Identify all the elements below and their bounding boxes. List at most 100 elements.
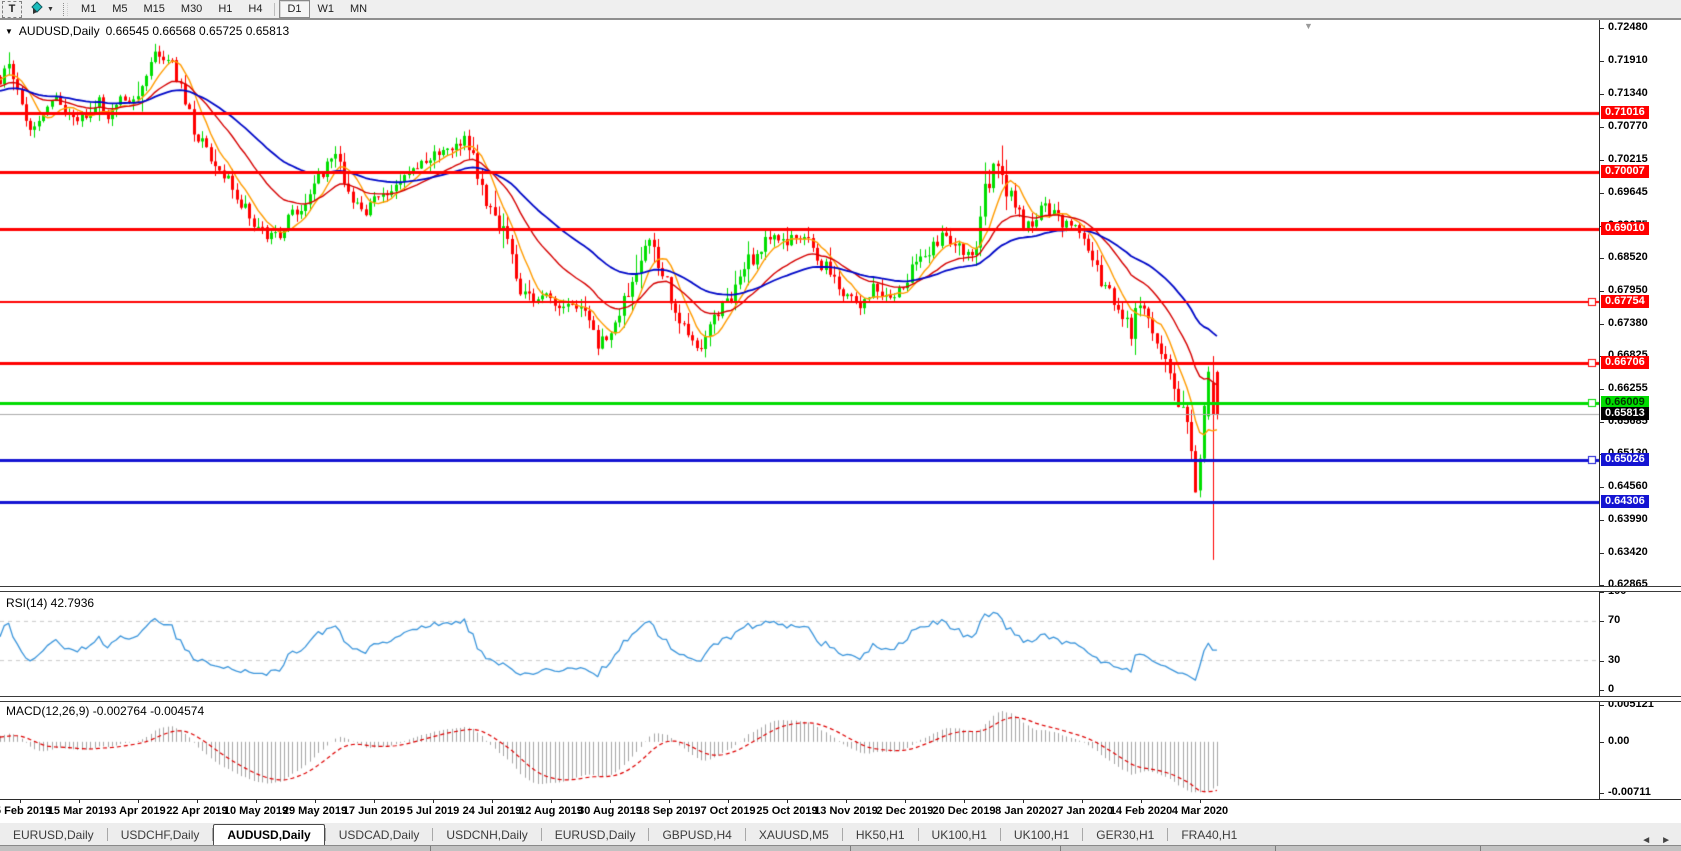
chart-tab-bar: EURUSD,Daily USDCHF,Daily AUDUSD,Daily USDC…	[0, 822, 1681, 846]
macd-indicator-label: MACD(12,26,9) -0.002764 -0.004574	[6, 704, 205, 718]
tab-scroll-arrows: ◄ ►	[1631, 835, 1681, 846]
date-tick	[1141, 800, 1142, 803]
price-line-badge[interactable]: 0.69010	[1601, 222, 1649, 235]
chart-canvas[interactable]	[0, 18, 1599, 822]
date-label: 7 Oct 2019	[700, 805, 756, 817]
rsi-tick-label: 70	[1608, 614, 1621, 626]
price-tick-label: 0.63990	[1608, 513, 1648, 525]
tab-scroll-right-icon[interactable]: ►	[1661, 835, 1671, 846]
price-line-badge[interactable]: 0.67754	[1601, 295, 1649, 308]
pane-separator-macd[interactable]	[0, 696, 1681, 702]
tab-separator	[744, 828, 746, 841]
price-tick-label: 0.67380	[1608, 317, 1648, 329]
price-line-badge[interactable]: 0.66706	[1601, 356, 1649, 369]
status-bar-separator	[1480, 846, 1481, 851]
price-line-badge[interactable]: 0.70007	[1601, 165, 1649, 178]
date-label: 25 Oct 2019	[756, 805, 818, 817]
rsi-tick-dash	[1600, 621, 1604, 622]
chart-tab-usdchf-daily[interactable]: USDCHF,Daily	[120, 828, 200, 842]
date-tick	[138, 800, 139, 803]
chart-menu-triangle-icon[interactable]: ▼	[5, 26, 13, 36]
chart-tab-hk50-h1[interactable]: HK50,H1	[855, 828, 905, 842]
timeframe-button-m15[interactable]: M15	[143, 3, 165, 15]
chart-tab-fra40-h1[interactable]: FRA40,H1	[1181, 828, 1238, 842]
text-tool-button[interactable]: T	[2, 0, 22, 18]
date-tick	[787, 800, 788, 803]
price-line-badge[interactable]: 0.64306	[1601, 495, 1649, 508]
chart-tab-usdcad-daily[interactable]: USDCAD,Daily	[338, 828, 420, 842]
tab-separator	[324, 828, 326, 841]
date-label: 14 Feb 2020	[1109, 805, 1173, 817]
toolbar-grip[interactable]	[62, 2, 68, 16]
chart-shift-marker-icon[interactable]: ▼	[1304, 21, 1313, 31]
date-tick	[728, 800, 729, 803]
chart-tab-uk100-h1[interactable]: UK100,H1	[1013, 828, 1070, 842]
tab-separator	[540, 828, 542, 841]
timeframe-button-mn[interactable]: MN	[350, 3, 368, 15]
price-tick-label: 0.70215	[1608, 153, 1648, 165]
timeframe-button-m1[interactable]: M1	[80, 3, 97, 15]
date-label: 10 May 2019	[223, 805, 289, 817]
macd-tick-dash	[1600, 705, 1604, 706]
date-tick	[905, 800, 906, 803]
price-line-badge[interactable]: 0.71016	[1601, 106, 1649, 119]
status-bar-separator	[1275, 846, 1276, 851]
chart-symbol-period: AUDUSD,Daily	[18, 24, 100, 38]
chart-tab-eurusd-daily[interactable]: EURUSD,Daily	[13, 828, 94, 842]
date-label: 12 Aug 2019	[519, 805, 583, 817]
text-tool-icon: T	[8, 3, 16, 15]
chart-tab-usdcnh-daily[interactable]: USDCNH,Daily	[446, 828, 528, 842]
date-tick	[20, 800, 21, 803]
status-bar-separator	[1060, 846, 1061, 851]
price-tick-label: 0.71910	[1608, 54, 1648, 66]
timeframe-button-h4[interactable]: H4	[248, 3, 263, 15]
chart-tab-xauusd-m5[interactable]: XAUUSD,M5	[758, 828, 829, 842]
tab-scroll-left-icon[interactable]: ◄	[1641, 835, 1652, 846]
timeframe-button-d1[interactable]: D1	[279, 0, 310, 18]
rsi-tick-label: 0	[1608, 683, 1615, 695]
tab-separator	[212, 828, 214, 841]
price-line-badge[interactable]: 0.65026	[1601, 453, 1649, 466]
price-tick-label: 0.68520	[1608, 251, 1648, 263]
chart-tab-eurusd-daily[interactable]: EURUSD,Daily	[554, 828, 636, 842]
price-line-badge[interactable]: 0.65813	[1601, 407, 1649, 420]
rsi-tick-dash	[1600, 592, 1604, 593]
chart-tab-audusd-daily[interactable]: AUDUSD,Daily	[213, 824, 325, 846]
price-tick-dash	[1600, 520, 1604, 521]
price-axis[interactable]: 0.72480 0.71910 0.71340 0.70770 0.70215 0.696…	[1599, 18, 1681, 799]
chart-tab-uk100-h1[interactable]: UK100,H1	[931, 828, 987, 842]
chart-title: ▼ AUDUSD,Daily 0.66545 0.66568 0.65725 0…	[5, 24, 289, 38]
chart-window[interactable]: ▼ AUDUSD,Daily 0.66545 0.66568 0.65725 0…	[0, 18, 1681, 823]
timeframe-button-m30[interactable]: M30	[180, 3, 203, 15]
date-tick	[610, 800, 611, 803]
date-tick	[315, 800, 316, 803]
pane-separator-rsi[interactable]	[0, 586, 1681, 592]
date-label: 29 May 2019	[282, 805, 348, 817]
diamond-arrows-icon	[29, 0, 45, 18]
window-top-border	[0, 18, 1681, 20]
timeframe-button-m5[interactable]: M5	[112, 3, 128, 15]
timeframe-button-w1[interactable]: W1	[317, 3, 335, 15]
chart-style-dropdown-button[interactable]: ▼	[26, 0, 57, 18]
status-bar	[0, 845, 1681, 851]
price-tick-dash	[1600, 258, 1604, 259]
tab-separator	[1082, 828, 1084, 841]
chart-tab-gbpusd-h4[interactable]: GBPUSD,H4	[662, 828, 732, 842]
price-tick-label: 0.72480	[1608, 21, 1648, 33]
date-label: 17 Jun 2019	[342, 805, 406, 817]
rsi-tick-dash	[1600, 690, 1604, 691]
price-line-badge[interactable]: 0.66009	[1601, 396, 1649, 409]
date-tick	[256, 800, 257, 803]
timeframe-button-h1[interactable]: H1	[218, 3, 233, 15]
chart-tab-ger30-h1[interactable]: GER30,H1	[1096, 828, 1155, 842]
toolbar-separator	[274, 2, 276, 16]
price-tick-label: 0.63420	[1608, 546, 1648, 558]
status-bar-separator	[430, 846, 431, 851]
date-tick	[964, 800, 965, 803]
date-tick	[433, 800, 434, 803]
rsi-tick-label: 30	[1608, 654, 1621, 666]
tab-separator	[1167, 828, 1169, 841]
date-label: 4 Mar 2020	[1171, 805, 1229, 817]
